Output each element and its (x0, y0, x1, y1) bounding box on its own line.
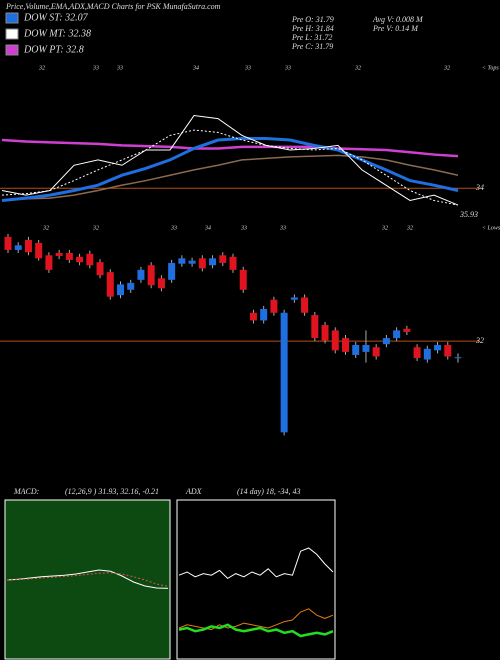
low-label: 33 (170, 225, 177, 231)
reference-label: 34 (475, 183, 484, 192)
stat: Pre O: 31.79 (291, 15, 334, 24)
candle-body (352, 344, 360, 355)
panel-subtitle: (12,26,9 ) 31.93, 32.16, -0.21 (65, 487, 159, 496)
candle-body (413, 347, 421, 358)
lows-label: < Lows (482, 225, 500, 231)
candle-body (393, 330, 401, 339)
legend-swatch (5, 44, 19, 56)
candle-body (229, 256, 237, 270)
candle-body (362, 344, 370, 352)
panel (4, 499, 171, 660)
panel-subtitle: (14 day) 18, -34, 43 (237, 487, 301, 496)
candle-body (209, 258, 217, 266)
candle-body (270, 299, 278, 313)
low-label: 33 (240, 225, 247, 231)
candle-body (178, 258, 186, 264)
candle-body (55, 252, 63, 257)
legend-swatch (5, 12, 19, 24)
top-label: 32 (38, 65, 45, 71)
candle-body (403, 328, 411, 332)
candle-body (331, 330, 339, 351)
candle-body (188, 260, 196, 264)
candle-body (434, 344, 442, 351)
low-label: 33 (279, 225, 286, 231)
stat: Pre L: 31.72 (291, 33, 332, 42)
low-label: 32 (92, 225, 99, 231)
candle-body (290, 297, 298, 300)
candle-body (65, 252, 73, 260)
candle-body (137, 269, 145, 280)
series-line (1, 138, 459, 158)
candle-body (423, 348, 431, 360)
stat: Avg V: 0.008 M (372, 15, 424, 24)
candle-body (35, 243, 43, 259)
candle-body (260, 308, 268, 321)
candle-body (382, 338, 390, 345)
series-line (1, 136, 459, 202)
candle-body (117, 284, 124, 296)
panel-title: MACD: (13, 487, 40, 496)
candle-body (444, 344, 452, 357)
candle-body (219, 255, 227, 263)
candle-body (96, 262, 104, 276)
series-line (1, 129, 459, 206)
legend-swatch (5, 28, 19, 40)
candle-body (14, 245, 22, 250)
legend-label: DOW ST: 32.07 (23, 12, 89, 23)
candle-body (76, 256, 84, 263)
candle-body (239, 269, 247, 290)
low-label: 34 (204, 224, 211, 231)
candle-body (280, 312, 288, 433)
series-line (1, 154, 459, 202)
stat: Pre V: 0.14 M (372, 24, 419, 33)
top-label: 33 (92, 65, 99, 71)
reference-label: 32 (475, 336, 484, 345)
series-line (178, 547, 334, 580)
series-line (6, 569, 169, 589)
candle-body (249, 312, 257, 321)
candle-body (86, 253, 94, 266)
candle-body (198, 258, 206, 269)
top-label: 34 (192, 64, 199, 71)
low-label: 32 (406, 225, 413, 231)
candle-body (301, 297, 309, 313)
stat: Pre C: 31.79 (291, 42, 333, 51)
top-label: 32 (443, 65, 450, 71)
candle-body (24, 239, 32, 253)
panel (176, 499, 336, 660)
series-line (178, 623, 334, 638)
top-label: 33 (284, 65, 291, 71)
panel-title: ADX (185, 487, 203, 496)
legend-label: DOW PT: 32.8 (23, 44, 84, 55)
top-label: 32 (354, 65, 361, 71)
series-line (1, 115, 459, 206)
candle-body (106, 272, 114, 297)
candle-body (342, 338, 349, 352)
extra-label: 35.93 (459, 210, 478, 219)
page-title: Price,Volume,EMA,ADX,MACD Charts for PSK… (5, 2, 221, 11)
low-label: 32 (42, 225, 49, 231)
legend-label: DOW MT: 32.38 (23, 28, 91, 39)
candle-body (311, 315, 319, 339)
top-label: 33 (116, 65, 123, 71)
candle-body (4, 236, 12, 250)
candle-body (147, 265, 155, 286)
low-label: 32 (381, 225, 388, 231)
series-line (6, 572, 169, 587)
candle-body (127, 282, 135, 290)
candle-body (168, 262, 176, 280)
candle-body (454, 357, 462, 359)
candle-body (157, 278, 165, 289)
candle-body (45, 255, 53, 270)
tops-label: < Tops (482, 65, 499, 71)
stat: Pre H: 31.84 (291, 24, 334, 33)
candle-body (321, 325, 329, 341)
candle-body (372, 347, 380, 357)
top-label: 33 (244, 65, 251, 71)
